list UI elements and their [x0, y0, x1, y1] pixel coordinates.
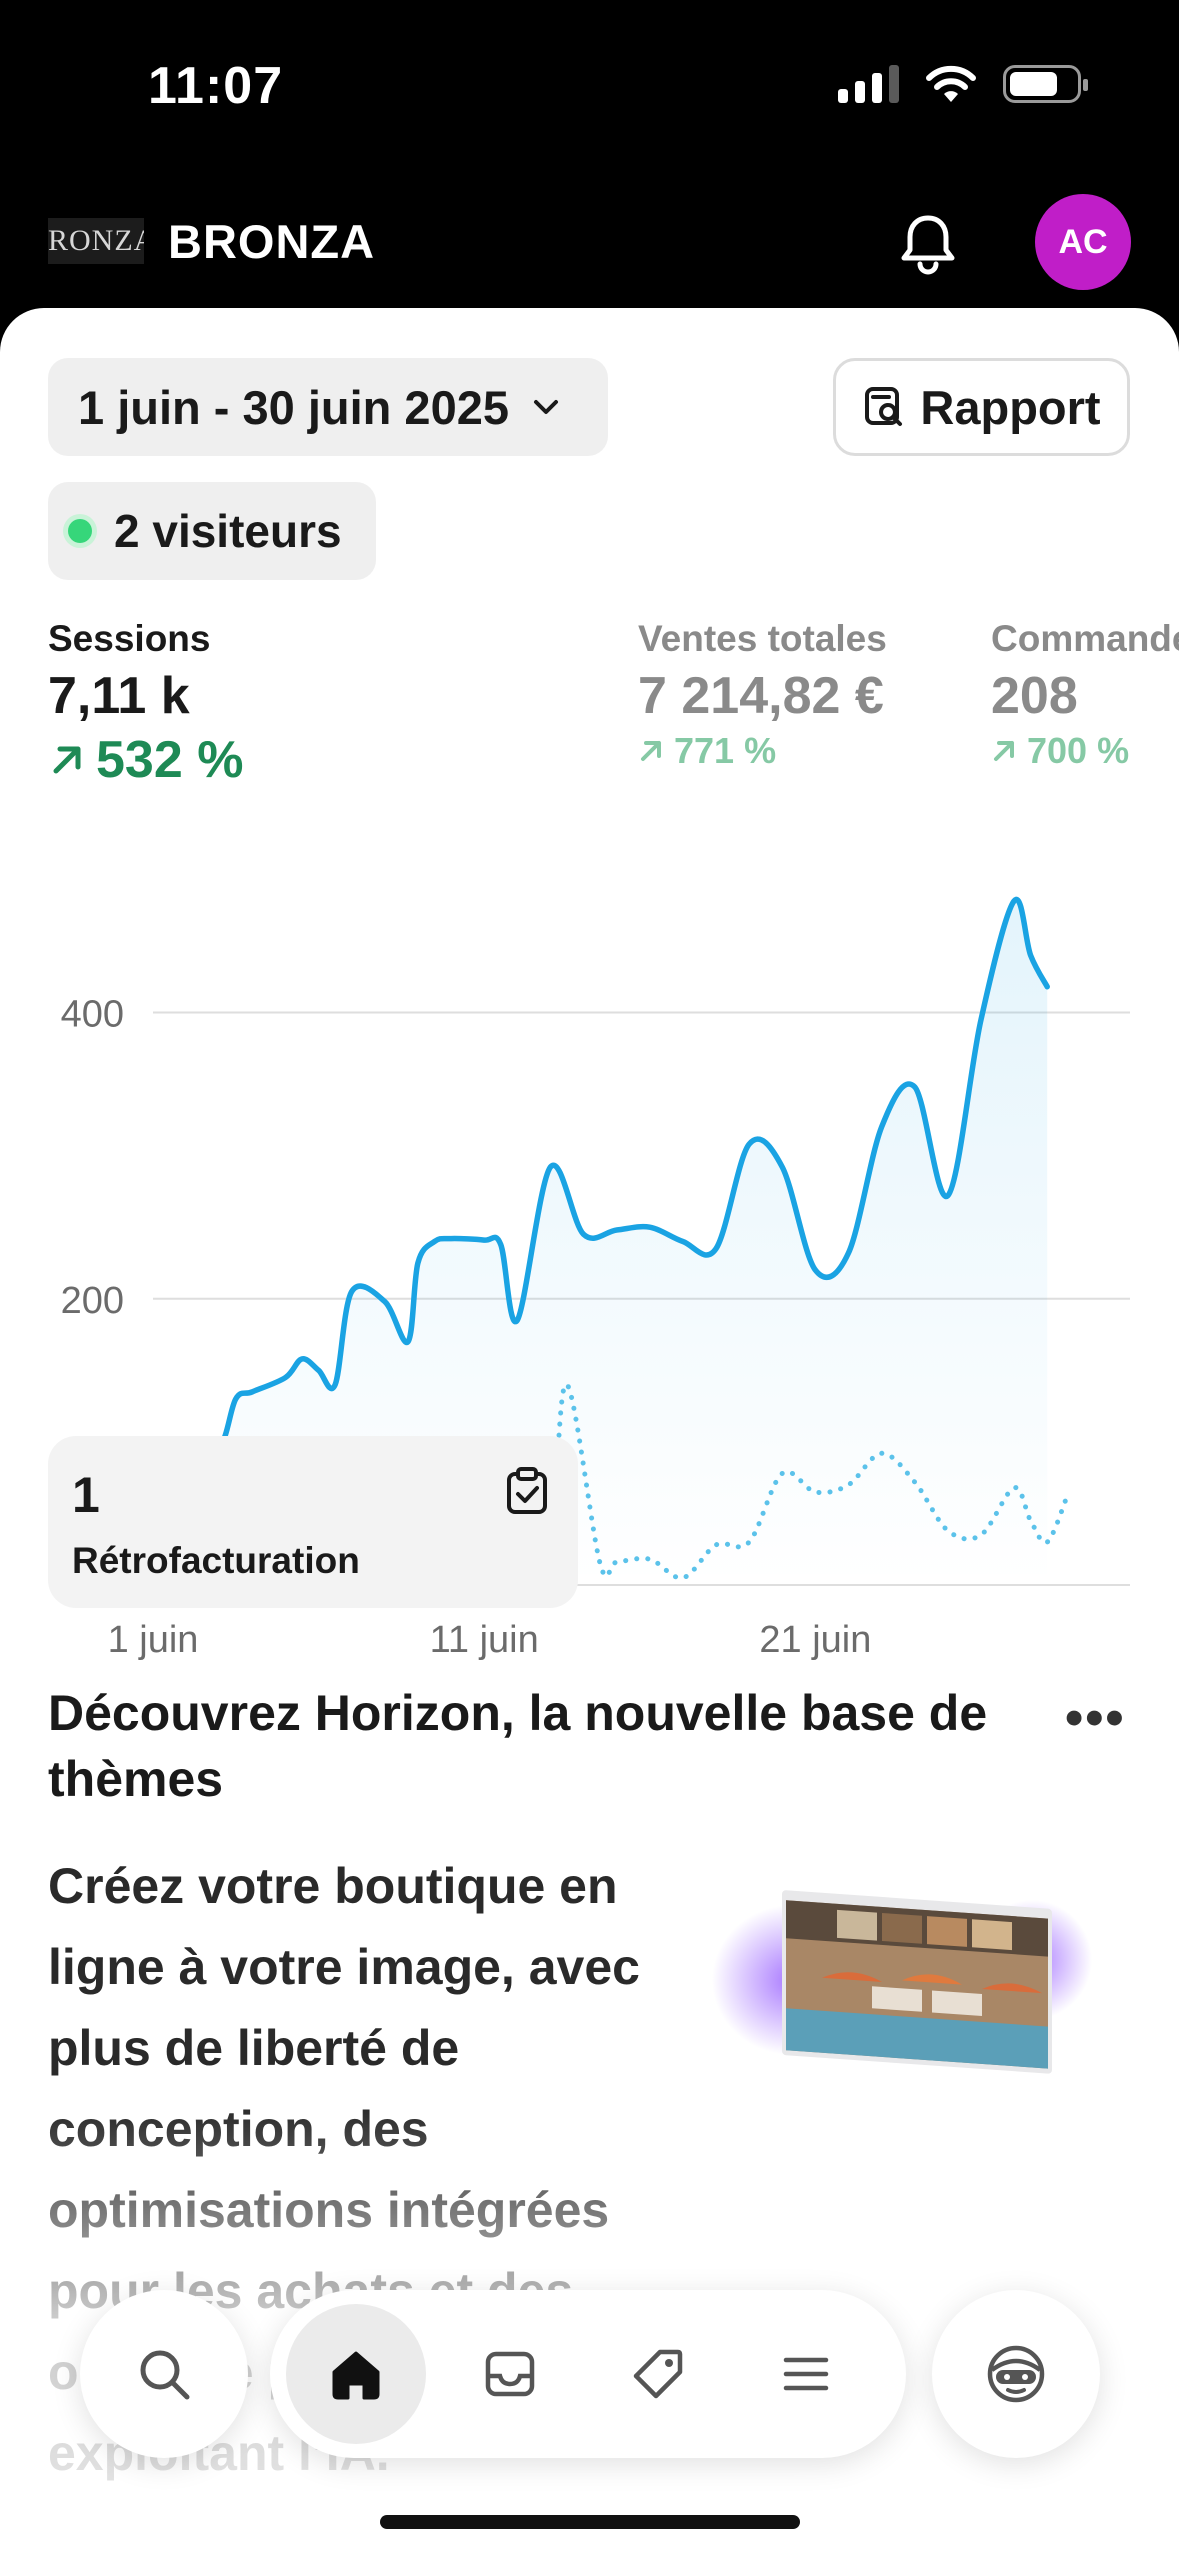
visitors-label: 2 visiteurs	[114, 505, 342, 557]
status-bar: 11:07	[0, 0, 1179, 170]
report-search-icon	[865, 387, 903, 426]
series-line-current	[150, 896, 1050, 1456]
status-icons	[838, 64, 1088, 104]
nav-home[interactable]	[286, 2304, 426, 2444]
arrow-up-right-icon	[994, 741, 1014, 761]
metric-delta: 700 %	[991, 730, 1179, 772]
metric-delta-value: 532 %	[96, 731, 244, 789]
cellular-signal-icon	[838, 65, 899, 103]
sidekick-assistant-button[interactable]	[932, 2290, 1100, 2458]
metric-label: Commandes	[991, 618, 1179, 659]
nav-products[interactable]	[588, 2304, 728, 2444]
nav-orders[interactable]	[440, 2304, 580, 2444]
series-line-comparison	[150, 1382, 1070, 1584]
theme-preview-image[interactable]	[712, 1860, 1092, 2090]
bell-icon	[901, 215, 955, 275]
metric-value: 7,11 k	[48, 667, 190, 725]
metric-delta-value: 700 %	[1027, 730, 1130, 771]
date-range-label: 1 juin - 30 juin 2025	[78, 380, 509, 434]
metric-sessions[interactable]: Sessions 7,11 k 532 %	[48, 618, 243, 790]
live-dot-icon	[68, 519, 92, 543]
chevron-down-icon	[534, 400, 558, 414]
x-tick-label: 21 juin	[759, 1619, 871, 1661]
metric-delta: 532 %	[48, 730, 243, 790]
live-visitors-badge[interactable]: 2 visiteurs	[48, 482, 376, 580]
arrow-up-right-icon	[53, 746, 81, 774]
notifications-button[interactable]	[890, 206, 966, 282]
sidekick-icon	[987, 2345, 1045, 2403]
store-logo: RONZA	[48, 218, 144, 264]
inbox-icon	[485, 2351, 535, 2397]
x-tick-label: 11 juin	[430, 1619, 539, 1661]
metric-delta-value: 771 %	[674, 730, 777, 771]
more-options-icon[interactable]: •••	[1065, 1689, 1126, 1747]
chargeback-card[interactable]: 1 Rétrofacturation	[48, 1436, 578, 1608]
battery-icon	[1003, 65, 1088, 103]
status-time: 11:07	[148, 57, 284, 115]
home-indicator	[380, 2515, 800, 2529]
metric-value: 208	[991, 667, 1078, 725]
chargeback-label: Rétrofacturation	[72, 1540, 360, 1581]
wifi-icon	[926, 65, 976, 102]
y-tick-label: 400	[61, 994, 124, 1036]
report-label: Rapport	[920, 380, 1101, 434]
report-button[interactable]: Rapport	[833, 358, 1130, 456]
metric-orders[interactable]: Commandes 208 700 %	[991, 618, 1179, 772]
promo-title: Découvrez Horizon, la nouvelle base de t…	[48, 1685, 988, 1807]
store-name[interactable]: BRONZA	[168, 215, 376, 268]
metric-label: Ventes totales	[638, 618, 887, 659]
bottom-nav	[270, 2290, 906, 2458]
arrow-up-right-icon	[641, 741, 661, 761]
avatar[interactable]: AC	[1035, 194, 1131, 290]
nav-search-button[interactable]	[80, 2290, 248, 2458]
metric-value: 7 214,82 €	[638, 667, 884, 725]
series-area	[153, 899, 1048, 1585]
menu-icon	[783, 2357, 829, 2391]
clipboard-check-icon	[507, 1467, 547, 1514]
metric-total-sales[interactable]: Ventes totales 7 214,82 € 771 %	[638, 618, 887, 772]
search-icon	[140, 2350, 190, 2400]
chargeback-count: 1	[72, 1467, 100, 1523]
home-icon	[332, 2351, 380, 2400]
y-tick-label: 200	[61, 1280, 124, 1322]
metric-delta: 771 %	[638, 730, 887, 772]
main-content: 1 juin - 30 juin 2025 Rapport 2 visiteur…	[0, 308, 1179, 2556]
x-tick-label: 1 juin	[108, 1619, 199, 1661]
metric-label: Sessions	[48, 618, 211, 659]
app-header: RONZA BRONZA AC	[0, 170, 1179, 310]
nav-menu[interactable]	[736, 2304, 876, 2444]
date-range-selector[interactable]: 1 juin - 30 juin 2025	[48, 358, 608, 456]
tag-icon	[633, 2349, 683, 2399]
